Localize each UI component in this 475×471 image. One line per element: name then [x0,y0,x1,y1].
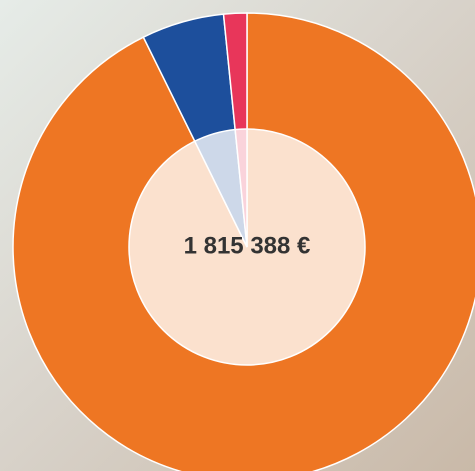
page: {"chart_data": {"type": "donut", "center… [0,0,475,471]
center-label: 1 815 388 € [184,232,311,259]
chart: 1 815 388 € [0,0,475,471]
